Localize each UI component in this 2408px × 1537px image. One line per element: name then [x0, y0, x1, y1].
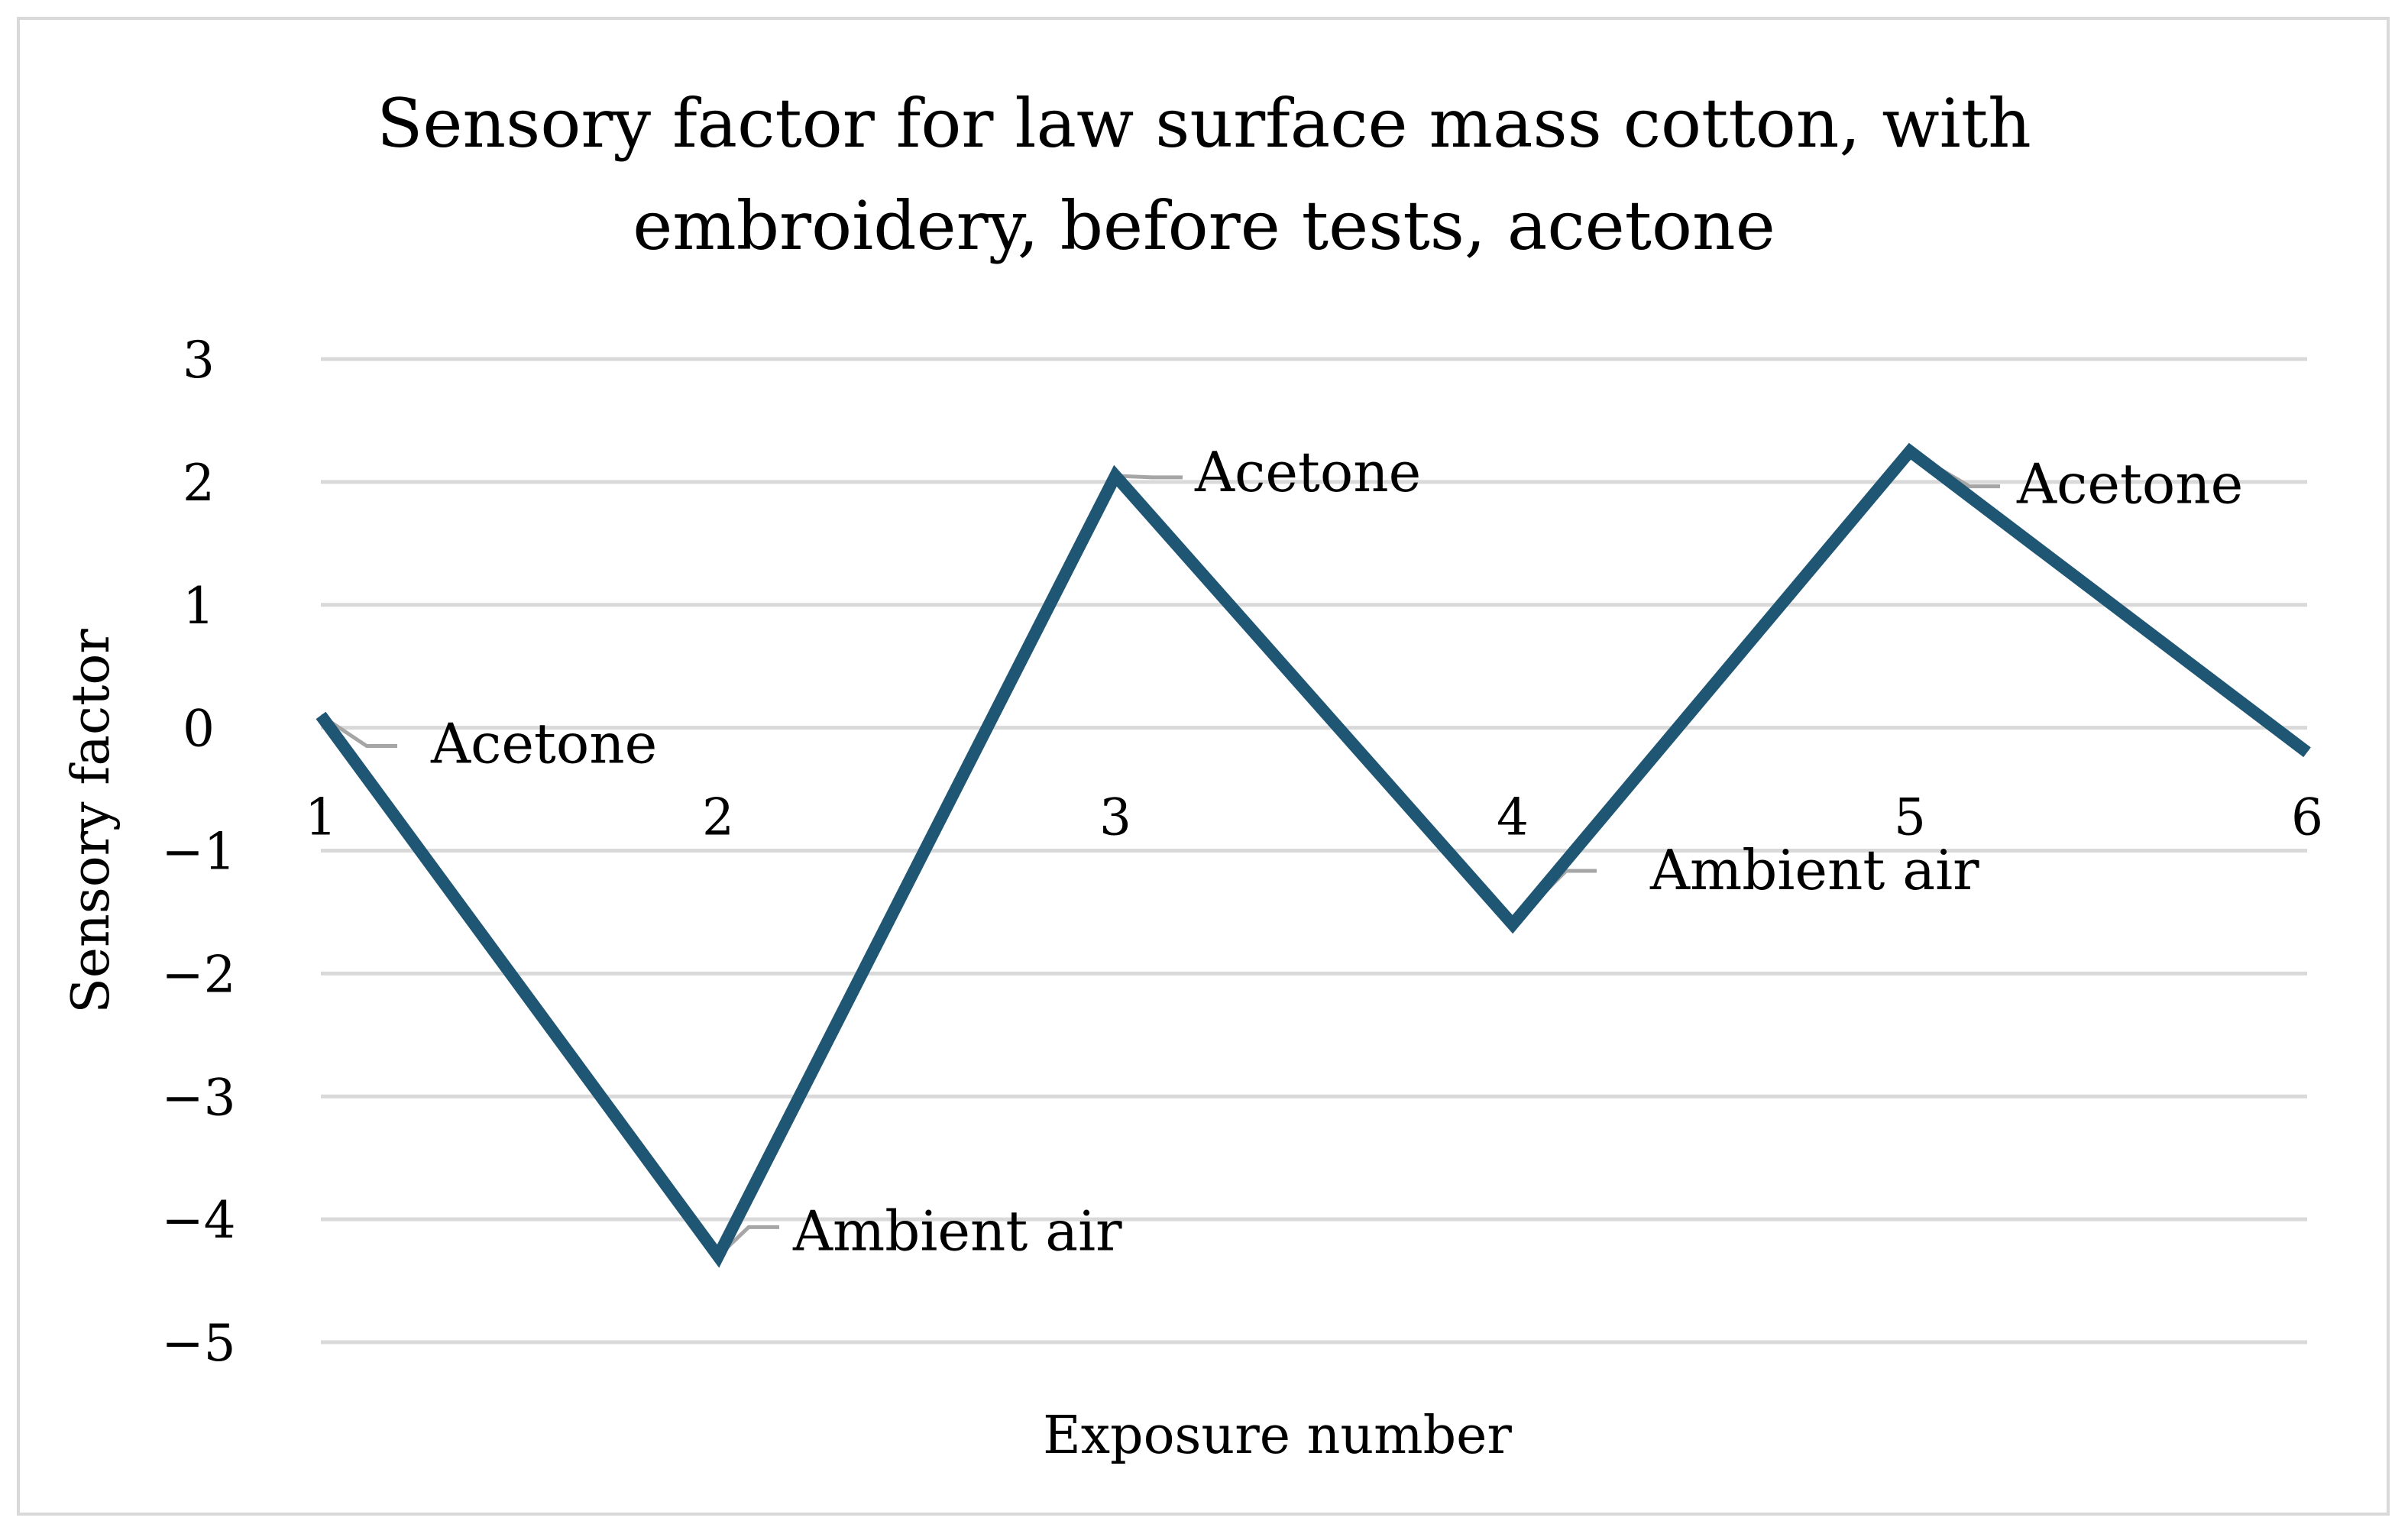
series-line — [316, 442, 2311, 1268]
data-label: Ambient air — [792, 1199, 1122, 1263]
data-label: Acetone — [1194, 440, 1421, 504]
y-axis-ticks: 3 2 1 0 −1 −2 −3 −4 −5 — [161, 331, 235, 1373]
label-leader-line — [1115, 474, 1183, 480]
y-tick-label: 1 — [183, 577, 215, 636]
y-tick-label: 3 — [183, 331, 215, 390]
y-tick-label: 2 — [183, 454, 215, 513]
x-tick-label: 1 — [305, 788, 337, 847]
x-tick-label: 3 — [1099, 788, 1131, 847]
y-tick-label: 0 — [183, 700, 215, 759]
x-axis-label: Exposure number — [1043, 1406, 1512, 1466]
y-tick-label: −5 — [161, 1314, 235, 1373]
x-tick-label: 2 — [702, 788, 734, 847]
data-label: Acetone — [430, 712, 657, 776]
data-label: Acetone — [2016, 452, 2243, 516]
data-point — [320, 715, 322, 717]
y-axis-label: Sensory factor — [61, 629, 121, 1014]
data-label: Ambient air — [1649, 838, 1979, 902]
chart-title-line-1: Sensory factor for law surface mass cott… — [377, 84, 2031, 163]
y-tick-label: −4 — [161, 1191, 235, 1250]
x-tick-label: 6 — [2291, 788, 2323, 847]
data-point — [2306, 752, 2308, 753]
series-layer — [316, 442, 2311, 1268]
data-point — [1115, 475, 1116, 477]
y-tick-label: −3 — [161, 1068, 235, 1127]
y-tick-label: −2 — [161, 945, 235, 1004]
y-tick-label: −1 — [161, 823, 235, 882]
label-leader-line — [319, 713, 397, 749]
data-point — [1512, 924, 1513, 925]
x-tick-label: 5 — [1894, 788, 1926, 847]
data-point — [1909, 451, 1911, 452]
data-labels: Acetone Ambient air Acetone Ambient air Acet… — [430, 440, 2243, 1264]
data-point — [717, 1255, 719, 1257]
x-tick-label: 4 — [1497, 788, 1529, 847]
chart-title-line-2: embroidery, before tests, acetone — [633, 186, 1775, 265]
x-axis-ticks: 1 2 3 4 5 6 — [305, 788, 2323, 847]
chart-frame — [17, 17, 2390, 1516]
chart-title: Sensory factor for law surface mass cott… — [377, 84, 2031, 265]
gridlines — [321, 357, 2307, 1344]
